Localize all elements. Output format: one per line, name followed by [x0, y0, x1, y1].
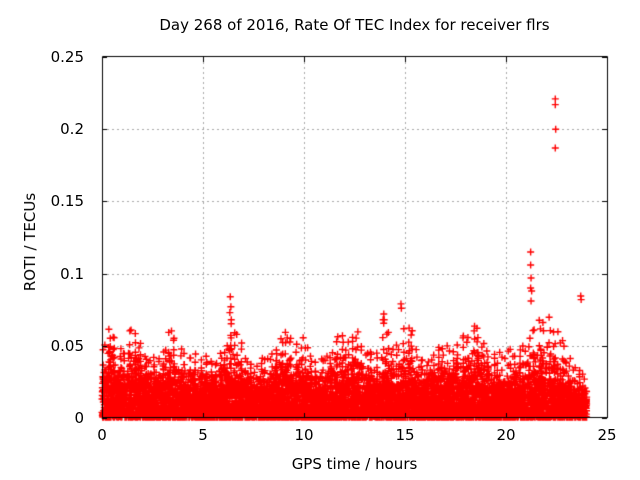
y-tick-label: 0.1 [60, 264, 84, 283]
x-tick-label: 0 [97, 426, 107, 444]
x-tick-label: 20 [496, 426, 516, 444]
x-tick-label: 5 [198, 426, 208, 444]
x-axis-label: GPS time / hours [291, 455, 418, 473]
x-tick-label: 15 [395, 426, 415, 444]
y-tick-label: 0.2 [60, 120, 84, 139]
chart-title: Day 268 of 2016, Rate Of TEC Index for r… [159, 16, 550, 34]
y-tick-label: 0.05 [50, 336, 84, 355]
x-tick-label: 10 [294, 426, 314, 444]
y-tick-label: 0.25 [50, 48, 84, 66]
y-tick-label: 0.15 [50, 192, 84, 211]
x-tick-label: 25 [597, 426, 617, 444]
y-tick-label: 0 [74, 409, 84, 427]
